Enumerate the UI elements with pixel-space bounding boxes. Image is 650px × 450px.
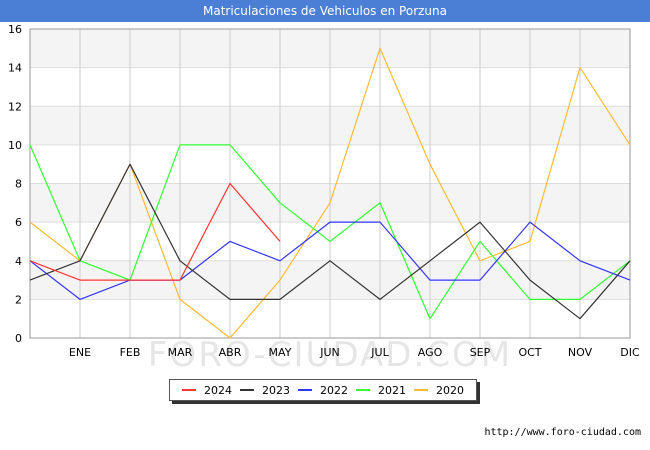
chart-legend: 2024 2023 2022 2021 2020 [169,379,477,401]
chart-title: Matriculaciones de Vehiculos en Porzuna [0,0,650,22]
legend-swatch [182,389,196,391]
x-tick-label: JUN [319,346,340,359]
y-tick-label: 0 [15,332,22,345]
legend-item-2020: 2020 [414,384,464,397]
series-line-2023 [29,163,631,320]
x-tick-label: ENE [69,346,91,359]
x-tick-label: MAR [168,346,193,359]
watermark-text: FORO-CIUDAD.COM [148,335,512,375]
legend-label: 2023 [262,383,290,397]
legend-label: 2024 [204,383,232,397]
legend-label: 2022 [320,383,348,397]
x-tick-label: ABR [219,346,242,359]
legend-label: 2021 [378,383,406,397]
x-tick-label: OCT [518,346,541,359]
y-tick-label: 2 [15,293,22,306]
legend-label: 2020 [436,383,464,397]
y-tick-label: 8 [15,178,22,191]
plot-frame [29,28,631,339]
x-tick-label: FEB [120,346,141,359]
legend-item-2021: 2021 [356,384,406,397]
y-tick-label: 4 [15,255,22,268]
legend-item-2024: 2024 [182,384,232,397]
y-tick-label: 16 [8,23,22,36]
x-tick-label: SEP [470,346,491,359]
x-tick-label: DIC [620,346,640,359]
x-tick-label: AGO [418,346,443,359]
y-tick-label: 10 [8,139,22,152]
legend-item-2023: 2023 [240,384,290,397]
x-tick-label: MAY [269,346,292,359]
source-url: http://www.foro-ciudad.com [484,427,641,438]
legend-swatch [298,389,312,391]
y-tick-label: 6 [15,216,22,229]
x-tick-label: JUL [370,346,389,359]
legend-swatch [356,389,370,391]
y-tick-label: 14 [8,62,22,75]
x-tick-label: NOV [568,346,593,359]
series-line-2024 [29,182,281,281]
legend-swatch [414,389,428,391]
y-tick-label: 12 [8,100,22,113]
legend-item-2022: 2022 [298,384,348,397]
legend-swatch [240,389,254,391]
